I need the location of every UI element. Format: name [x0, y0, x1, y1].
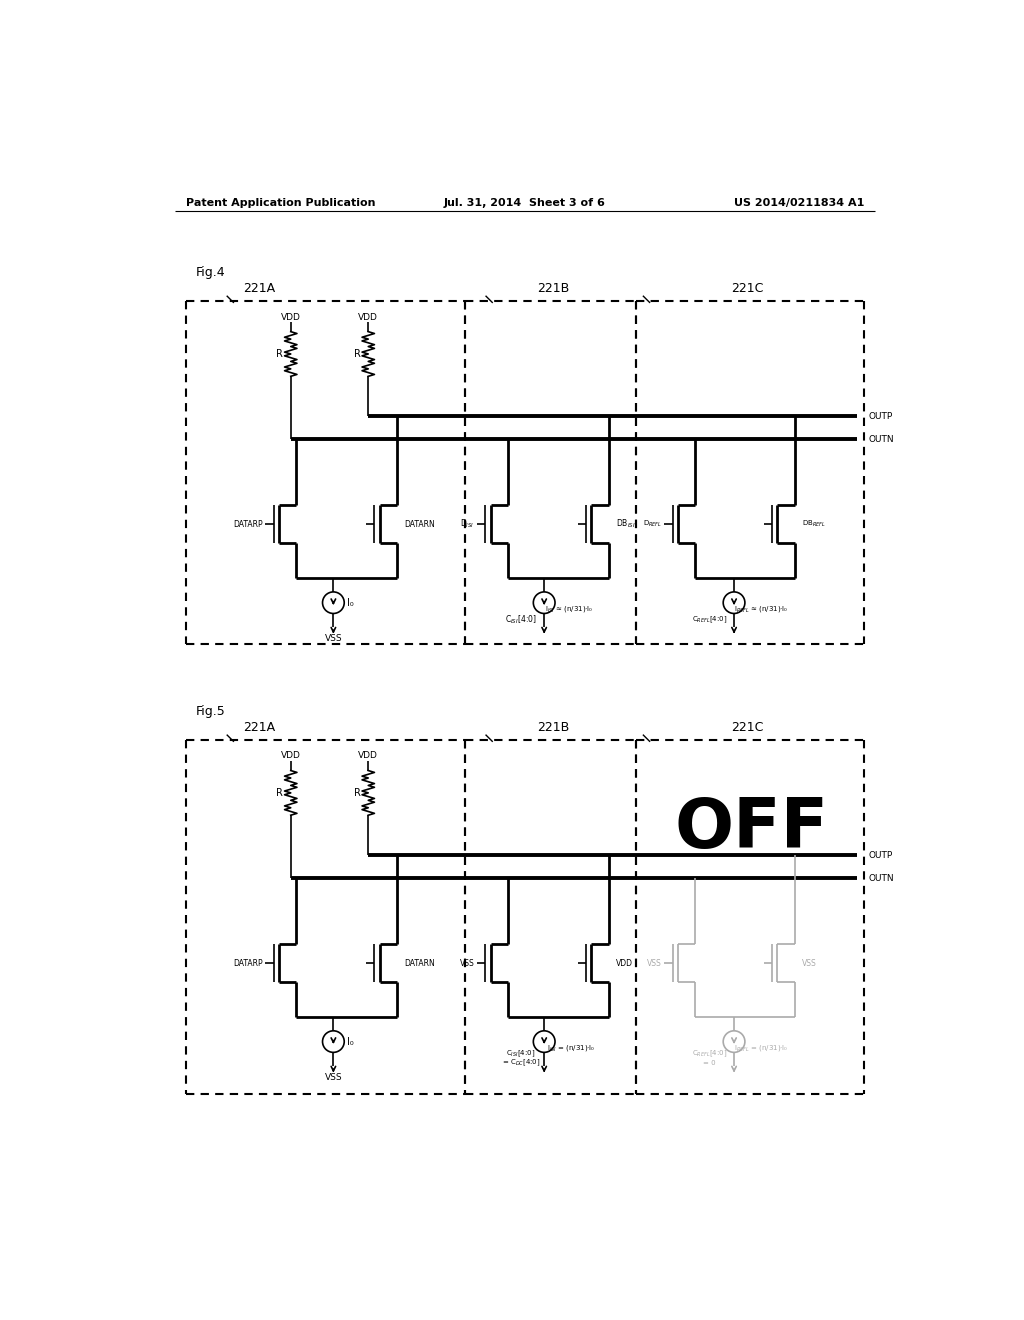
Text: C$_{ISI}$[4:0]: C$_{ISI}$[4:0] — [505, 614, 537, 626]
Text: VSS: VSS — [647, 958, 662, 968]
Text: D$_{ISI}$: D$_{ISI}$ — [460, 517, 474, 531]
Text: Patent Application Publication: Patent Application Publication — [186, 198, 376, 209]
Text: C$_{ISI}$[4:0]: C$_{ISI}$[4:0] — [506, 1048, 536, 1059]
Text: Fig.5: Fig.5 — [196, 705, 225, 718]
Text: OUTP: OUTP — [868, 851, 892, 859]
Text: 221A: 221A — [243, 721, 274, 734]
Text: OUTN: OUTN — [868, 436, 894, 444]
Text: VSS: VSS — [325, 1073, 342, 1081]
Text: R: R — [354, 348, 360, 359]
Text: VDD: VDD — [358, 751, 378, 760]
Text: = C$_{DC}$[4:0]: = C$_{DC}$[4:0] — [502, 1057, 541, 1068]
Text: VDD: VDD — [281, 751, 301, 760]
Text: Jul. 31, 2014  Sheet 3 of 6: Jul. 31, 2014 Sheet 3 of 6 — [443, 198, 606, 209]
Text: 221C: 221C — [731, 282, 763, 296]
Text: D$_{REFL}$: D$_{REFL}$ — [643, 519, 662, 529]
Text: VDD: VDD — [281, 313, 301, 322]
Text: R: R — [354, 788, 360, 797]
Text: C$_{REFL}$[4:0]: C$_{REFL}$[4:0] — [691, 614, 727, 624]
Text: I$_{ISI}$ ≈ (n/31)·I₀: I$_{ISI}$ ≈ (n/31)·I₀ — [545, 603, 593, 614]
Text: DB$_{ISI}$: DB$_{ISI}$ — [616, 517, 636, 531]
Text: I₀: I₀ — [347, 598, 354, 607]
Text: DATARP: DATARP — [233, 520, 263, 528]
Text: DATARN: DATARN — [404, 958, 435, 968]
Text: 221C: 221C — [731, 721, 763, 734]
Text: = 0: = 0 — [702, 1060, 716, 1067]
Text: 221B: 221B — [538, 721, 569, 734]
Text: VSS: VSS — [802, 958, 817, 968]
Text: US 2014/0211834 A1: US 2014/0211834 A1 — [734, 198, 864, 209]
Text: DB$_{REFL}$: DB$_{REFL}$ — [802, 519, 826, 529]
Text: VDD: VDD — [358, 313, 378, 322]
Text: 221A: 221A — [243, 282, 274, 296]
Text: VDD: VDD — [616, 958, 633, 968]
Text: R: R — [276, 348, 284, 359]
Text: 221B: 221B — [538, 282, 569, 296]
Text: I$_{ISI}$ = (n/31)·I₀: I$_{ISI}$ = (n/31)·I₀ — [547, 1043, 596, 1053]
Text: I$_{REFL}$ = (n/31)·I₀: I$_{REFL}$ = (n/31)·I₀ — [734, 1043, 788, 1053]
Text: DATARP: DATARP — [233, 958, 263, 968]
Text: I₀: I₀ — [347, 1036, 354, 1047]
Text: OUTN: OUTN — [868, 874, 894, 883]
Text: Fig.4: Fig.4 — [196, 265, 225, 279]
Text: R: R — [276, 788, 284, 797]
Text: VSS: VSS — [325, 634, 342, 643]
Text: DATARN: DATARN — [404, 520, 435, 528]
Text: I$_{REFL}$ ≈ (n/31)·I₀: I$_{REFL}$ ≈ (n/31)·I₀ — [734, 603, 788, 614]
Text: OFF: OFF — [675, 795, 829, 862]
Text: C$_{REFL}$[4:0]: C$_{REFL}$[4:0] — [691, 1048, 727, 1059]
Text: VSS: VSS — [460, 958, 474, 968]
Text: OUTP: OUTP — [868, 412, 892, 421]
